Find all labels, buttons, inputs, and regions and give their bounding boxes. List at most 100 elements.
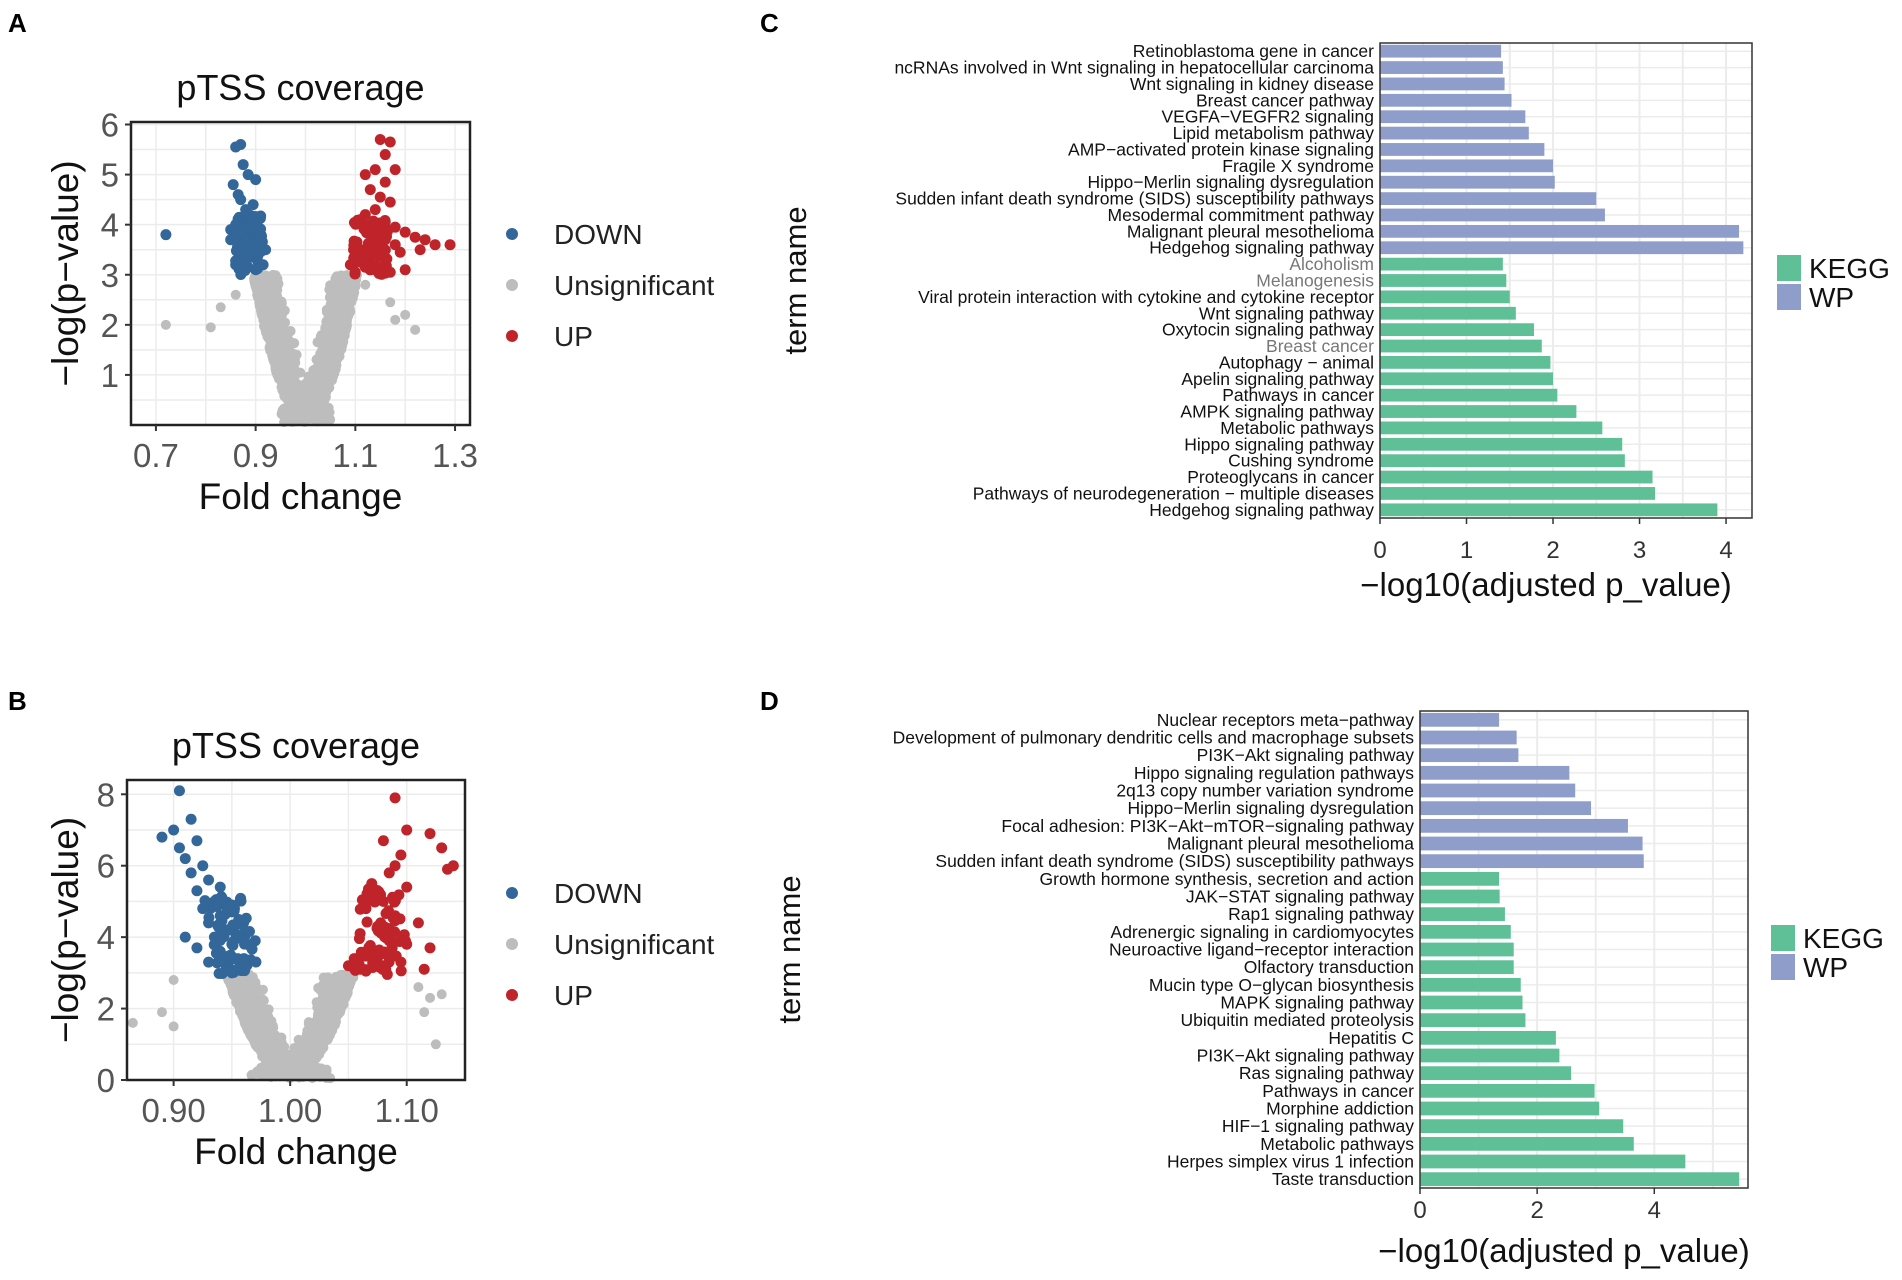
- bar-kegg: [1380, 388, 1558, 402]
- y-tick-label: 6: [101, 107, 119, 144]
- down-point: [250, 174, 262, 186]
- y-tick-label: 1: [101, 357, 119, 394]
- term-label: Hippo signaling pathway: [1184, 434, 1374, 454]
- y-axis-title: −log(p−value): [45, 160, 86, 386]
- unsignificant-point: [168, 975, 179, 985]
- down-point: [173, 785, 185, 797]
- bar-wp: [1380, 159, 1554, 173]
- unsignificant-point: [322, 326, 333, 337]
- x-tick-label: 4: [1719, 537, 1732, 564]
- x-axis-title: Fold change: [194, 1131, 398, 1172]
- plot-background: [131, 122, 470, 425]
- up-point: [374, 134, 386, 146]
- unsignificant-point: [287, 414, 298, 425]
- unsignificant-point: [322, 383, 333, 394]
- panel-letter-b: B: [8, 686, 27, 716]
- up-point: [379, 176, 391, 188]
- unsignificant-point: [335, 969, 346, 980]
- unsignificant-point: [273, 1051, 284, 1062]
- x-axis-title: Fold change: [199, 476, 403, 517]
- unsignificant-point: [334, 344, 345, 355]
- bar-kegg: [1380, 437, 1623, 451]
- legend-label-wp: WP: [1803, 952, 1848, 983]
- bar-wp: [1380, 175, 1555, 189]
- down-point: [237, 159, 249, 171]
- up-point: [367, 215, 379, 227]
- term-labels: Nuclear receptors meta−pathwayDevelopmen…: [893, 710, 1415, 1189]
- unsignificant-points: [127, 969, 447, 1084]
- x-tick-label: 0.90: [142, 1092, 206, 1129]
- up-point: [419, 234, 431, 246]
- up-point: [351, 236, 363, 248]
- bar-kegg: [1380, 372, 1554, 386]
- up-point: [382, 905, 394, 917]
- term-label: HIF−1 signaling pathway: [1222, 1116, 1414, 1136]
- x-tick-label: 1.10: [375, 1092, 439, 1129]
- unsignificant-point: [156, 1007, 167, 1018]
- up-point: [349, 268, 361, 280]
- unsignificant-point: [339, 330, 350, 341]
- unsignificant-point: [168, 1021, 179, 1032]
- legend-label-wp: WP: [1809, 282, 1854, 313]
- y-tick-label: 3: [101, 257, 119, 294]
- term-label: Lipid metabolism pathway: [1173, 123, 1375, 143]
- up-point: [401, 824, 413, 836]
- down-point: [234, 956, 246, 968]
- up-point: [350, 254, 362, 266]
- unsignificant-point: [264, 1014, 275, 1025]
- unsignificant-point: [274, 366, 285, 377]
- up-point: [379, 946, 391, 958]
- y-tick-label: 4: [101, 207, 119, 244]
- unsignificant-point: [127, 1017, 138, 1028]
- up-point: [384, 196, 396, 208]
- unsignificant-point: [390, 314, 401, 325]
- unsignificant-point: [321, 414, 332, 425]
- bar-wp: [1420, 765, 1570, 780]
- unsignificant-point: [324, 284, 335, 295]
- down-point: [203, 956, 215, 968]
- bar-wp: [1420, 836, 1643, 851]
- legend-label-kegg: KEGG: [1803, 923, 1884, 954]
- term-label: Hippo signaling regulation pathways: [1134, 763, 1414, 783]
- bar-kegg: [1420, 1136, 1634, 1151]
- bar-kegg: [1420, 871, 1500, 886]
- legend-marker-up: [506, 989, 518, 1001]
- up-point: [389, 164, 401, 176]
- x-tick-label: 2: [1546, 537, 1559, 564]
- up-point: [379, 244, 391, 256]
- unsignificant-point: [247, 989, 258, 1000]
- unsignificant-point: [318, 972, 329, 983]
- down-point: [185, 867, 197, 879]
- term-label: Oxytocin signaling pathway: [1162, 320, 1374, 340]
- unsignificant-point: [263, 1004, 274, 1015]
- legend-marker-up: [506, 330, 518, 342]
- unsignificant-point: [290, 1051, 301, 1062]
- term-label: Breast cancer: [1266, 336, 1374, 356]
- term-label: Apelin signaling pathway: [1181, 369, 1374, 389]
- up-point: [399, 264, 411, 276]
- up-point: [418, 963, 430, 975]
- down-point: [214, 881, 226, 893]
- unsignificant-point: [315, 984, 326, 995]
- bar-kegg: [1420, 924, 1511, 939]
- unsignificant-point: [303, 1017, 314, 1028]
- term-label: Taste transduction: [1272, 1169, 1414, 1189]
- bar-kegg: [1380, 290, 1510, 304]
- y-tick-label: 2: [101, 307, 119, 344]
- y-tick-label: 8: [97, 776, 115, 813]
- plot-frame: [1379, 42, 1753, 519]
- unsignificant-point: [309, 1065, 320, 1076]
- bar-wp: [1420, 730, 1517, 745]
- down-point: [173, 842, 185, 854]
- unsignificant-point: [275, 333, 286, 344]
- up-point: [384, 136, 396, 148]
- down-points: [160, 139, 272, 280]
- bar-wp: [1420, 712, 1500, 727]
- up-point: [372, 894, 384, 906]
- term-label: Hedgehog signaling pathway: [1149, 238, 1374, 258]
- unsignificant-point: [256, 1030, 267, 1041]
- unsignificant-point: [319, 394, 330, 405]
- x-tick-label: 0.7: [133, 437, 179, 474]
